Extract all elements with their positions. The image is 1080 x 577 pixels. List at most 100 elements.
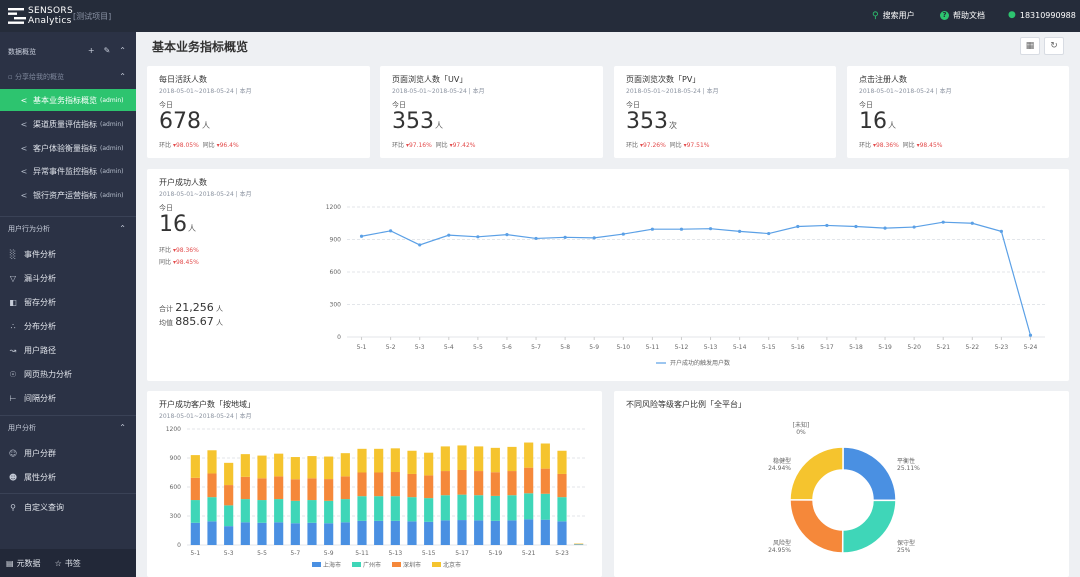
sensors-logo-icon[interactable] [6,5,28,27]
data-point [476,235,480,239]
kpi-card-pv[interactable]: 页面浏览次数「PV」 2018-05-01~2018-05-24 | 本月 今日… [614,66,836,158]
bar-segment [374,496,384,521]
bar-segment [190,500,200,523]
menu-label: 用户分群 [24,448,56,458]
menu-label: 漏斗分析 [24,273,56,283]
bar-segment [357,520,367,545]
sidebar-dashboard-anomaly[interactable]: < 异常事件监控指标 (admin) [0,160,136,182]
sidebar-item-retention-analysis[interactable]: ◧ 留存分析 [0,291,136,313]
help-docs-link[interactable]: ? 帮助文档 [940,10,985,21]
x-tick-label: 5-22 [965,344,979,351]
bar-segment [207,497,217,522]
mom-label: 环比 [159,247,172,254]
sidebar-item-funnel-analysis[interactable]: ▽ 漏斗分析 [0,267,136,289]
menu-label: 分布分析 [24,321,56,331]
account-unit: 人 [188,224,196,233]
account-line-chart[interactable]: 0 300 600 900 1200 5-1 5-2 5-3 5-4 5-5 5-6 5-7 5-8 5-… [317,199,1057,375]
sidebar-dashboard-channel[interactable]: < 渠道质量评估指标 (admin) [0,113,136,135]
page-title: 基本业务指标概览 [152,40,249,54]
y-tick-label: 0 [337,334,341,341]
chevron-up-icon[interactable]: ⌃ [119,423,126,432]
kpi-unit: 人 [888,121,896,130]
bar-segment [274,499,284,523]
search-users-link[interactable]: ⚲ 搜索用户 [872,10,915,21]
sidebar-item-custom-query[interactable]: ⚲ 自定义查询 [0,496,136,518]
bookmarks-button[interactable]: ☆ 书签 [55,558,81,569]
x-tick-label: 5-23 [555,550,569,557]
region-bar-card[interactable]: 开户成功客户数「按地域」 2018-05-01~2018-05-24 | 本月 … [147,391,602,577]
y-tick-label: 900 [170,455,182,462]
bar-segment [540,468,550,494]
behavior-section-title[interactable]: 用户行为分析 [8,225,50,233]
sidebar-dashboard-experience[interactable]: < 客户体验衡量指标 (admin) [0,137,136,159]
add-icon[interactable]: + [87,46,95,55]
mom-label: 环比 [159,142,172,149]
sidebar-dashboard-asset[interactable]: < 银行资产运营指标 (admin) [0,184,136,206]
bar-segment [424,452,434,476]
bar-segment [374,448,384,473]
mom-value: ▾98.36% [172,247,199,254]
bar-segment [290,523,300,545]
kpi-card-dau[interactable]: 每日活跃人数 2018-05-01~2018-05-24 | 本月 今日 678… [147,66,370,158]
help-docs-label: 帮助文档 [953,11,985,20]
x-tick-label: 5-13 [389,550,403,557]
legend-swatch [312,562,321,567]
bar-segment [440,446,450,472]
data-point [534,236,538,241]
project-name[interactable]: [测试项目] [73,12,112,21]
refresh-icon: ↻ [1050,41,1058,51]
sidebar-item-heatmap[interactable]: ☉ 网页热力分析 [0,363,136,385]
edit-icon[interactable]: ✎ [103,46,111,55]
data-point [621,232,625,236]
logo-line-2: Analytics [28,16,72,26]
sidebar-item-distribution-analysis[interactable]: ∴ 分布分析 [0,315,136,337]
overview-section-title[interactable]: 数据概览 [8,48,36,56]
x-tick-label: 5-17 [820,344,834,351]
total-label: 合计 [159,305,173,313]
bar-segment [557,450,567,474]
account-line-card[interactable]: 开户成功人数 2018-05-01~2018-05-24 | 本月 今日 16人… [147,169,1069,381]
kpi-card-register[interactable]: 点击注册人数 2018-05-01~2018-05-24 | 本月 今日 16人… [847,66,1069,158]
kpi-card-uv[interactable]: 页面浏览人数「UV」 2018-05-01~2018-05-24 | 本月 今日… [380,66,603,158]
x-tick-label: 5-11 [355,550,369,557]
help-icon: ? [940,11,949,20]
bar-segment [440,495,450,521]
risk-donut-card[interactable]: 不同风险等级客户比例「全平台」 [未知] 0% 平衡性 25.11% 保守型 25% 风险型… [614,391,1069,577]
bar-segment [407,497,417,522]
dashboard-label: 渠道质量评估指标 [33,119,97,129]
user-section-title[interactable]: 用户分析 [8,424,36,432]
region-stacked-bar-chart[interactable]: 0 300 600 900 1200 5-1 5-3 5-5 5-7 5-9 5-11 5-13 5-1… [147,421,602,577]
shared-section-title[interactable]: ▫ 分享给我的概览 [8,72,64,82]
refresh-button[interactable]: ↻ [1044,37,1064,55]
sidebar-item-interval-analysis[interactable]: ⊢ 间隔分析 [0,387,136,409]
bar-segment [257,478,267,501]
users-icon: ☺ [8,448,18,458]
sidebar-item-event-analysis[interactable]: ░ 事件分析 [0,243,136,265]
kpi-date: 2018-05-01~2018-05-24 | 本月 [392,88,485,95]
chevron-up-icon[interactable]: ⌃ [119,224,126,233]
bar-segment [390,472,400,497]
bar-segment [557,521,567,545]
x-tick-label: 5-13 [704,344,718,351]
sidebar-item-attribute-analysis[interactable]: ☻ 属性分析 [0,466,136,488]
x-tick-label: 5-19 [878,344,892,351]
user-menu[interactable]: ● 18310990988 [1008,10,1076,20]
sidebar-item-user-path[interactable]: ↝ 用户路径 [0,339,136,361]
share-icon: < [20,190,28,200]
kpi-title: 每日活跃人数 [159,75,207,84]
user-phone: 18310990988 [1019,10,1076,20]
metadata-button[interactable]: ▤ 元数据 [6,558,41,569]
bar-segment [390,448,400,473]
calendar-button[interactable]: ▦ [1020,37,1040,55]
bar-segment [507,471,517,496]
x-tick-label: 5-1 [190,550,200,557]
sidebar-dashboard-basic[interactable]: < 基本业务指标概览 (admin) [0,89,136,111]
kpi-unit: 次 [669,121,677,130]
chevron-up-icon[interactable]: ⌃ [119,46,126,55]
yoy-label: 同比 [202,142,215,149]
data-point [854,224,858,229]
sidebar-item-user-segment[interactable]: ☺ 用户分群 [0,442,136,464]
chevron-up-icon[interactable]: ⌃ [119,72,126,81]
bar-segment [357,496,367,521]
